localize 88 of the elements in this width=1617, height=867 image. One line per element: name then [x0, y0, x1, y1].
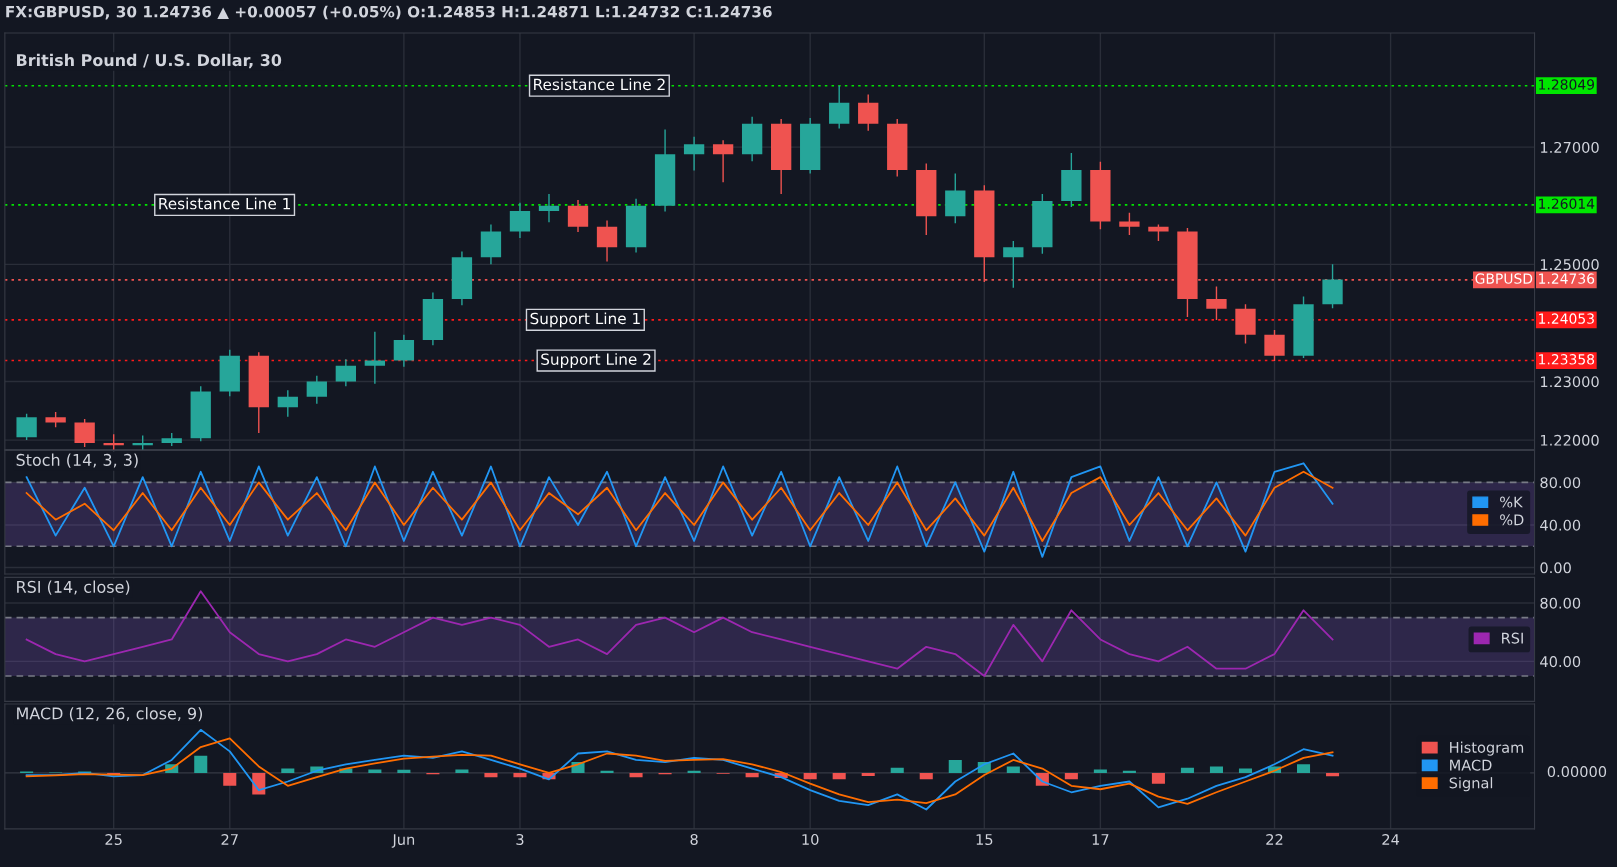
y-tick-label: 1.22000 [1541, 434, 1599, 446]
ref-line-label: 1.23358 [1539, 354, 1595, 365]
candlestick [277, 389, 298, 418]
candlestick [306, 374, 327, 405]
chart-title: FX:GBPUSD, 30 1.24736 ▲ +0.00057 (+0.05%) O:1.24853 H:1.24871 L:1.24732 C:1.24736 [6, 5, 772, 20]
candlestick [1003, 240, 1024, 289]
legend-label: MACD [1450, 759, 1492, 771]
ref-line-label: 1.24736 [1539, 273, 1595, 284]
x-tick-label: 25 [105, 833, 122, 845]
candlestick [16, 413, 37, 441]
bar [194, 755, 208, 773]
chart-title: Stoch (14, 3, 3) [16, 453, 138, 468]
text: 0.00000 [1547, 766, 1607, 778]
x-tick-label: 24 [1382, 833, 1400, 845]
legend-label: %D [1500, 514, 1524, 526]
x-tick-label: Jun [391, 834, 415, 848]
ref-line-label: 1.28049 [1539, 79, 1595, 90]
bar [919, 772, 933, 780]
bar [1006, 766, 1020, 773]
bar [455, 769, 469, 773]
annotation: Resistance Line 1 [159, 197, 291, 210]
candlestick [1264, 329, 1285, 362]
legend-label: Histogram [1450, 741, 1524, 756]
legend-label: RSI [1502, 632, 1523, 644]
y-tick-label: 80.00 [1540, 597, 1581, 609]
x-tick-label: 15 [976, 834, 993, 845]
line-series [25, 470, 1334, 542]
bar [1064, 772, 1078, 780]
bar [861, 772, 875, 776]
annotation: Support Line 2 [541, 353, 651, 368]
candlestick [1119, 212, 1140, 236]
bar [832, 772, 846, 780]
bar [513, 772, 527, 778]
text: British Pound / U.S. Dollar, 30 [17, 53, 282, 69]
candlestick [538, 193, 560, 223]
bar [1180, 767, 1194, 773]
y-tick-label: 40.00 [1540, 656, 1581, 668]
bar [1122, 770, 1136, 773]
chart-title: MACD (12, 26, close, 9) [17, 707, 203, 722]
ref-line-label: 1.24053 [1539, 313, 1594, 324]
candlestick [858, 93, 879, 132]
y-tick-label: 0.00 [1540, 562, 1571, 574]
bar [397, 769, 411, 773]
candlestick [683, 135, 705, 172]
candlestick [567, 199, 589, 233]
legend-label: Signal [1449, 777, 1493, 792]
y-tick-label: 1.27000 [1541, 141, 1599, 153]
x-tick-label: 8 [690, 833, 698, 845]
bar [368, 769, 382, 773]
candlestick [1206, 285, 1227, 321]
candlestick [335, 358, 356, 387]
bar [1209, 766, 1223, 773]
y-tick-label: 1.23000 [1541, 376, 1599, 388]
bar [803, 772, 817, 780]
chart-title: RSI (14, close) [17, 580, 130, 595]
bar [687, 770, 701, 773]
x-tick-label: 27 [221, 833, 238, 845]
bar [948, 759, 962, 773]
x-tick-label: 10 [802, 833, 819, 845]
x-tick-label: 3 [516, 833, 524, 845]
candlestick [393, 333, 415, 368]
annotation: Resistance Line 2 [534, 78, 665, 91]
candlestick [596, 219, 618, 263]
candlestick [509, 202, 531, 239]
candlestick [829, 84, 850, 130]
legend-label: %K [1500, 496, 1523, 508]
bar [223, 772, 237, 786]
bar [629, 772, 643, 778]
x-tick-label: 17 [1092, 834, 1109, 845]
candlestick [74, 418, 95, 448]
bar [484, 772, 498, 778]
ref-line-label: 1.26014 [1539, 198, 1595, 209]
candlestick [712, 139, 734, 184]
x-tick-label: 22 [1266, 833, 1283, 845]
candlestick [364, 331, 386, 385]
y-tick-label: 80.00 [1540, 477, 1581, 489]
y-tick-label: 1.25000 [1541, 259, 1599, 271]
bar [745, 772, 759, 778]
bar [1093, 769, 1107, 773]
bar [1151, 772, 1165, 784]
bar [890, 767, 904, 773]
bar [600, 770, 614, 773]
annotation: GBPUSD [1475, 273, 1533, 284]
annotation: Support Line 1 [530, 312, 640, 328]
y-tick-label: 40.00 [1540, 519, 1581, 531]
bar [281, 768, 295, 773]
bar [1297, 764, 1311, 773]
bar [1238, 768, 1253, 773]
